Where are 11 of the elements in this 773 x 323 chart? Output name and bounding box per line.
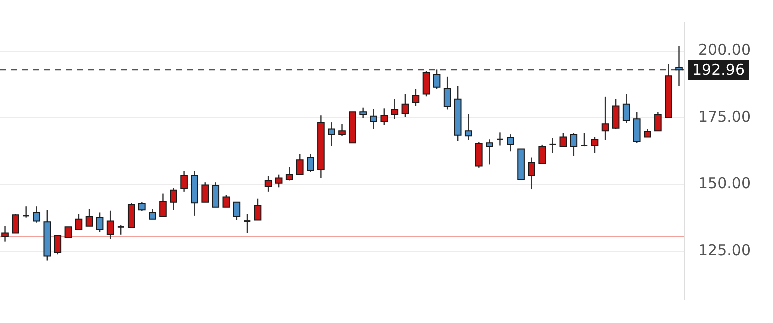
- y-tick-label: 125.00: [698, 241, 752, 260]
- ref-line-label: 192.96: [692, 60, 746, 79]
- y-tick-label: 200.00: [698, 41, 752, 60]
- candlestick: [548, 137, 557, 154]
- candlestick: [580, 132, 588, 148]
- candlestick: [117, 224, 126, 236]
- y-tick-label: 150.00: [698, 174, 752, 193]
- candlestick: [244, 214, 252, 234]
- y-tick-label: 175.00: [698, 108, 752, 126]
- candlestick: [496, 132, 504, 146]
- candlestick: [22, 206, 30, 218]
